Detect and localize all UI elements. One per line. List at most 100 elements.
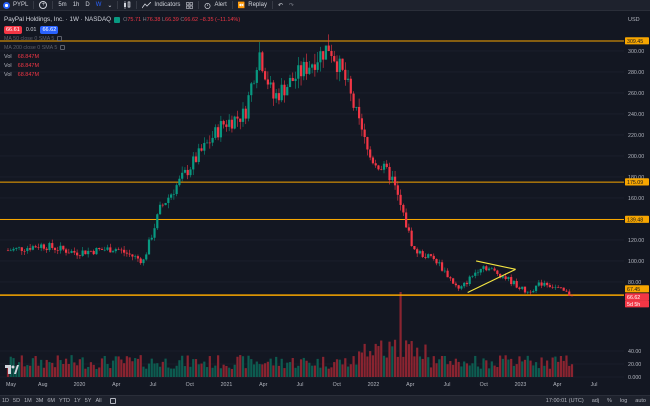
timezone-button[interactable]: 17:00:01 (UTC) <box>545 398 584 404</box>
candle-body <box>313 64 316 70</box>
volume-bar <box>192 359 195 377</box>
candle-body <box>117 249 120 250</box>
chart-type-button[interactable] <box>120 0 134 11</box>
volume-bar <box>294 367 297 377</box>
volume-bar <box>360 352 363 377</box>
range-1y[interactable]: 1Y <box>73 398 81 404</box>
close-value: 66.62 <box>184 16 199 23</box>
candle-body <box>416 249 419 254</box>
range-1d[interactable]: 1D <box>2 398 10 404</box>
interval-w[interactable]: W <box>95 2 102 8</box>
range-5d[interactable]: 5D <box>13 398 21 404</box>
volume-bar <box>277 365 281 377</box>
candle-body <box>291 77 294 81</box>
compare-add-button[interactable]: + <box>36 0 50 11</box>
indicator-volume-3[interactable]: Vol 68.847M <box>4 70 240 79</box>
redo-button[interactable]: ↷ <box>286 0 297 11</box>
chart-pane[interactable]: USD 300.00 280.00 260.00 240.00 220.00 200.00 1… <box>0 11 650 395</box>
range-3m[interactable]: 3M <box>35 398 44 404</box>
triangle-drawing[interactable] <box>467 260 516 293</box>
volume-bar <box>410 341 413 377</box>
buy-price-button[interactable]: 66.62 <box>40 25 59 34</box>
tradingview-logo[interactable] <box>5 365 19 376</box>
volume-bar <box>391 346 394 377</box>
volume-bar <box>499 355 502 377</box>
volume-bar <box>120 359 123 377</box>
volume-bar <box>158 366 162 377</box>
alert-button[interactable]: Alert <box>201 0 229 11</box>
interval-d[interactable]: D <box>85 2 90 8</box>
replay-button[interactable]: ⏪ Replay <box>235 0 270 11</box>
calendar-icon[interactable] <box>109 398 116 404</box>
toolbar-divider <box>33 1 35 9</box>
time-axis[interactable]: May Aug 2020 Apr Jul Oct 2021 Apr Jul Oct 2022 Apr J… <box>6 382 597 388</box>
volume-bar <box>346 366 350 377</box>
candle-body <box>172 194 175 195</box>
undo-button[interactable]: ↶ <box>275 0 286 11</box>
volume-bar <box>366 356 369 377</box>
adj-toggle[interactable]: adj <box>591 398 600 404</box>
range-5y[interactable]: 5Y <box>84 398 92 404</box>
range-6m[interactable]: 6M <box>47 398 55 404</box>
interval-dropdown-button[interactable]: ⌄ <box>104 0 115 11</box>
symbol-search-button[interactable]: PYPL <box>0 0 31 11</box>
volume-bar <box>327 368 330 377</box>
time-tick-label: Apr <box>259 382 267 388</box>
volume-bar <box>81 357 84 377</box>
candle-body <box>241 108 245 122</box>
range-all[interactable]: All <box>95 398 102 404</box>
indicator-ma50[interactable]: MA 50 close 0 SMA 5 <box>4 34 240 43</box>
candle-body <box>272 82 275 99</box>
volume-bar <box>557 361 560 377</box>
candle-body <box>136 256 140 259</box>
percent-toggle[interactable]: % <box>607 398 612 404</box>
indicators-button[interactable]: Indicators <box>139 0 183 11</box>
candle-body <box>532 291 535 293</box>
price-level-label: 139.48 <box>627 217 643 223</box>
candle-body <box>89 250 93 252</box>
volume-bar <box>438 359 441 377</box>
log-toggle[interactable]: log <box>619 398 628 404</box>
range-ytd[interactable]: YTD <box>58 398 70 404</box>
replay-label: Replay <box>248 2 267 8</box>
price-tick-label: 40.00 <box>628 349 641 355</box>
interval-1h[interactable]: 1h <box>72 2 80 8</box>
candle-body <box>103 249 106 251</box>
volume-bar <box>427 357 430 377</box>
sell-price-button[interactable]: 66.61 <box>4 25 22 34</box>
price-chart[interactable]: USD 300.00 280.00 260.00 240.00 220.00 200.00 1… <box>0 11 650 395</box>
layouts-button[interactable] <box>183 0 196 11</box>
price-tick-label: 180.00 <box>628 175 644 181</box>
candle-body <box>407 227 410 231</box>
volume-bar <box>186 355 189 377</box>
candle-body <box>161 204 164 206</box>
candle-body <box>294 78 297 81</box>
volume-bar <box>145 368 148 377</box>
price-axis[interactable]: USD 300.00 280.00 260.00 240.00 220.00 200.00 1… <box>624 11 650 395</box>
time-tick-label: Jul <box>150 382 157 388</box>
candle-body <box>264 71 267 80</box>
volume-bar <box>311 365 314 377</box>
candle-body <box>537 282 540 286</box>
indicator-volume-2[interactable]: Vol 68.847M <box>4 61 240 70</box>
volume-bar <box>175 365 178 377</box>
price-tick-label: 80.00 <box>628 280 641 286</box>
price-axis-bg <box>624 11 650 395</box>
candle-body <box>40 244 43 248</box>
candle-body <box>48 243 51 251</box>
auto-toggle[interactable]: auto <box>635 398 646 404</box>
volume-bar <box>73 362 76 377</box>
volume-bar <box>341 364 344 377</box>
interval-5m[interactable]: 5m <box>58 2 67 8</box>
candle-body <box>548 285 551 287</box>
indicator-volume-1[interactable]: Vol 68.847M <box>4 52 240 61</box>
price-level-label: 66.62 <box>627 295 640 301</box>
volume-bar <box>230 368 234 377</box>
candle-body <box>349 78 352 94</box>
volume-bar <box>228 367 231 377</box>
range-1m[interactable]: 1M <box>24 398 32 404</box>
volume-bar <box>264 363 267 377</box>
candle-body <box>23 250 26 252</box>
horizontal-levels[interactable] <box>0 40 624 296</box>
indicator-ma200[interactable]: MA 200 close 0 SMA 5 <box>4 43 240 52</box>
